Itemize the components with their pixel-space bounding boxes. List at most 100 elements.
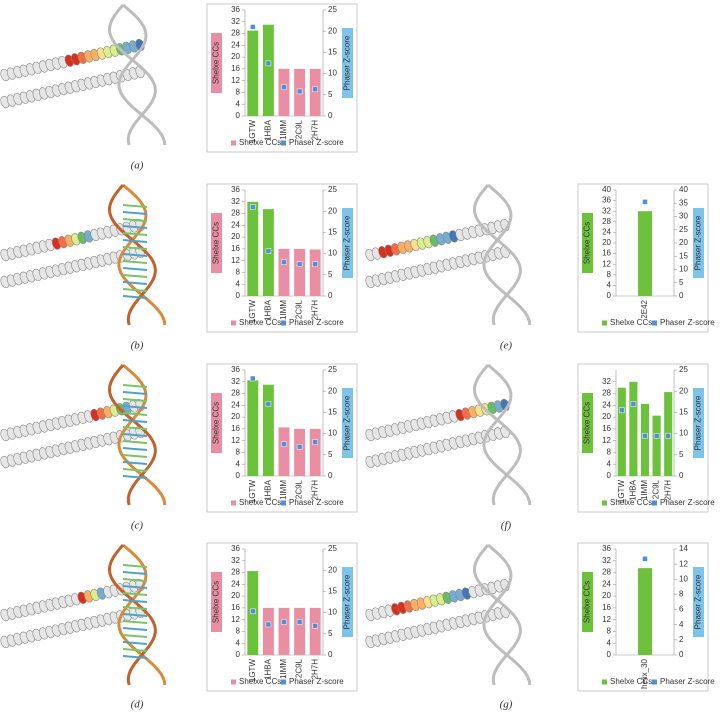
legend-label: Phaser Z-score [289, 498, 344, 507]
y2-axis-label: Phaser Z-score [343, 395, 352, 450]
legend-label: Phaser Z-score [660, 498, 715, 507]
dna-base [122, 419, 148, 423]
y-tick-label: 4 [607, 281, 612, 290]
x-tick-label: 2C9L [295, 479, 304, 499]
y-tick-label: 28 [231, 29, 240, 38]
y2-tick-label: 10 [679, 265, 688, 274]
legend-swatch [231, 500, 236, 506]
panel-label: (c) [131, 520, 144, 532]
phaser-point [250, 375, 256, 382]
y-tick-label: 8 [236, 448, 241, 457]
y-tick-label: 4 [236, 459, 241, 468]
dna-base [122, 627, 148, 631]
x-tick-label: 1GTW [617, 480, 626, 504]
y2-label-box [693, 388, 704, 458]
dna-base [122, 253, 148, 257]
x-tick-label: 2C9L [295, 299, 304, 319]
y-tick-label: 24 [602, 579, 611, 588]
dna [107, 3, 167, 146]
phaser-point [281, 619, 287, 625]
y2-tick-label: 0 [679, 650, 684, 659]
y2-tick-label: 5 [328, 270, 333, 279]
y2-tick-label: 0 [328, 291, 333, 300]
phaser-point [250, 204, 256, 210]
dna-base [122, 384, 148, 388]
y2-tick-label: 25 [679, 365, 688, 374]
dna-strand [107, 364, 157, 506]
y2-label-box [342, 388, 353, 458]
dna-base [122, 571, 148, 575]
dna-base [122, 412, 148, 416]
dna-base [122, 475, 148, 479]
dna-strand [107, 544, 157, 686]
bar [640, 403, 650, 476]
dna-strand [472, 184, 522, 326]
y-tick-label: 16 [602, 603, 611, 612]
y-tick-label: 36 [231, 544, 240, 553]
dna-strand [117, 543, 167, 686]
y-tick-label: 4 [607, 638, 612, 647]
x-tick-label: 2H7H [663, 480, 672, 501]
bar [294, 607, 306, 655]
bar [309, 607, 321, 655]
phaser-point [265, 621, 272, 628]
y2-tick-label: 4 [679, 620, 684, 629]
x-tick-label: 2C9L [295, 658, 304, 678]
y2-tick-label: 20 [328, 26, 337, 35]
y-tick-label: 28 [231, 389, 240, 398]
y-tick-label: 0 [236, 291, 241, 300]
y-tick-label: 4 [236, 279, 241, 288]
legend-swatch [281, 679, 286, 685]
y2-tick-label: 15 [328, 587, 337, 596]
bar [262, 24, 274, 116]
helix [365, 425, 510, 469]
bar [309, 249, 321, 296]
phaser-point [265, 60, 272, 67]
y-tick-label: 12 [231, 436, 240, 445]
y-tick-label: 0 [236, 471, 241, 480]
dna [472, 363, 532, 506]
y-tick-label: 28 [231, 209, 240, 218]
y-tick-label: 32 [231, 377, 240, 386]
y2-tick-label: 25 [328, 365, 337, 374]
legend-swatch [602, 320, 607, 326]
y-tick-label: 4 [236, 99, 241, 108]
dna-base [122, 204, 148, 208]
phaser-point [296, 88, 303, 95]
dna-base [122, 634, 148, 638]
helix [0, 65, 145, 109]
y-tick-label: 8 [236, 268, 241, 277]
helix [0, 245, 145, 289]
y-tick-label: 16 [231, 603, 240, 612]
legend-swatch [231, 140, 236, 146]
y-tick-label: 24 [231, 579, 240, 588]
y2-tick-label: 10 [328, 69, 337, 78]
x-tick-label: 1GTW [248, 120, 257, 144]
x-tick-label: 2H7H [310, 120, 319, 141]
bar [638, 211, 652, 296]
helix [365, 218, 510, 262]
legend-label: Shelxe CCs [610, 318, 652, 327]
y-tick-label: 32 [231, 197, 240, 206]
y-tick-label: 32 [231, 17, 240, 26]
dna-base [122, 592, 148, 596]
phaser-point [265, 401, 272, 407]
y2-tick-label: 20 [328, 386, 337, 395]
legend-swatch [281, 140, 286, 146]
x-tick-label: 1IMM [279, 300, 288, 320]
legend-label: Phaser Z-score [289, 318, 344, 327]
y2-tick-label: 10 [328, 249, 337, 258]
dna-strand [107, 4, 157, 146]
y-label-box [211, 213, 222, 273]
dna [107, 543, 167, 686]
dna-base [122, 405, 148, 409]
legend-label: Phaser Z-score [660, 318, 715, 327]
y-tick-label: 36 [231, 185, 240, 194]
y-label-box [211, 33, 222, 93]
legend-label: Shelxe CCs [239, 138, 281, 147]
dna [107, 183, 167, 326]
dna-base [122, 461, 148, 465]
chart: (e)04812162024283236400510152025303540Sh… [500, 183, 715, 352]
dna-base [122, 454, 148, 458]
